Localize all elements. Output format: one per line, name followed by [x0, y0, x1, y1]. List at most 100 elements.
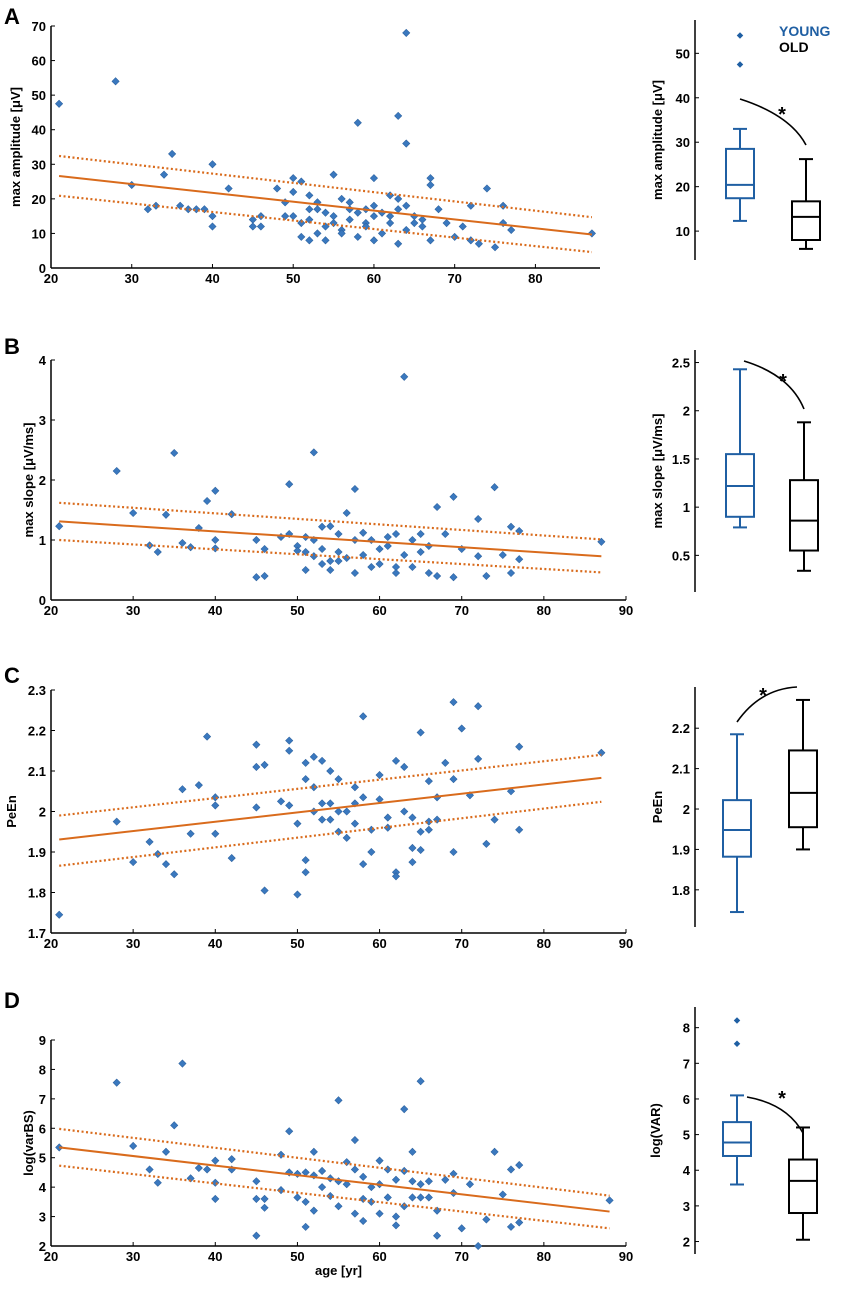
boxplot-panel-A: 10 20 30 40 50 max amplitude [μV] * — [650, 20, 821, 260]
data-point — [211, 535, 220, 545]
data-point — [386, 212, 395, 221]
y-tick-label: 4 — [683, 1163, 691, 1178]
data-point — [408, 535, 417, 545]
data-point — [334, 775, 343, 784]
data-point — [506, 1222, 516, 1231]
y-axis-title: log(VAR) — [648, 1103, 663, 1158]
data-point — [342, 1180, 351, 1189]
y-tick-label: 3 — [39, 1210, 46, 1225]
data-point — [252, 803, 261, 812]
data-point — [211, 793, 220, 802]
data-point — [297, 177, 306, 186]
data-point — [359, 793, 368, 802]
data-point — [337, 194, 346, 203]
data-point — [515, 1218, 524, 1227]
significance-bracket — [743, 360, 805, 410]
y-tick-label: 6 — [39, 1121, 46, 1136]
data-point — [449, 698, 458, 707]
data-point — [391, 872, 401, 881]
x-tick-label: 90 — [619, 1249, 633, 1264]
iqr-box — [788, 749, 818, 829]
data-point — [408, 562, 417, 572]
data-point — [490, 483, 499, 492]
significance-star: * — [779, 371, 787, 393]
y-tick-label: 1.5 — [672, 452, 690, 467]
data-point — [400, 762, 409, 771]
data-point — [145, 837, 154, 846]
data-point — [203, 732, 212, 741]
box-young — [725, 368, 755, 529]
data-point — [426, 174, 435, 183]
data-point — [178, 1059, 187, 1068]
data-point — [293, 546, 302, 555]
y-tick-label: 30 — [676, 135, 690, 150]
scatter-panel-D: D 20 30 40 50 60 70 80 90 2 3 4 5 6 7 8 9 log(varBS) age [… — [4, 988, 633, 1278]
data-point — [465, 1180, 474, 1189]
data-point — [375, 795, 384, 804]
x-tick-label: 40 — [208, 603, 222, 618]
x-tick-label: 80 — [537, 936, 551, 951]
x-tick-label: 30 — [125, 271, 139, 286]
data-point — [416, 1193, 425, 1202]
data-point — [377, 229, 387, 238]
data-point — [394, 205, 403, 214]
data-point — [383, 813, 392, 822]
data-point — [375, 1209, 384, 1218]
y-tick-label: 2.2 — [672, 721, 690, 736]
y-tick-label: 70 — [32, 19, 46, 34]
data-point — [329, 219, 338, 228]
x-axis-title: age [yr] — [315, 1263, 362, 1278]
data-point — [424, 1177, 433, 1186]
data-point — [474, 754, 483, 763]
data-point — [318, 1183, 327, 1192]
data-point — [252, 1177, 261, 1186]
data-point — [260, 544, 269, 554]
data-point — [309, 1206, 318, 1215]
data-point — [482, 571, 491, 581]
data-point — [313, 229, 322, 238]
data-point — [383, 541, 392, 551]
data-point — [353, 232, 362, 241]
data-point — [285, 1127, 294, 1136]
data-point — [474, 702, 483, 711]
data-point — [305, 205, 314, 214]
x-tick-label: 90 — [619, 603, 633, 618]
data-point — [297, 219, 306, 228]
outlier-point — [736, 32, 744, 39]
y-tick-label: 1.9 — [28, 845, 46, 860]
y-axis-title: log(varBS) — [21, 1110, 36, 1176]
data-point — [416, 1180, 425, 1189]
data-point — [112, 466, 121, 476]
data-point — [424, 1193, 433, 1202]
data-point — [313, 205, 322, 214]
data-point — [605, 1196, 614, 1205]
data-point — [326, 556, 335, 566]
y-tick-label: 2 — [683, 802, 690, 817]
data-point — [457, 1224, 466, 1233]
data-point — [369, 174, 378, 183]
data-point — [301, 1222, 310, 1231]
y-tick-label: 1 — [683, 500, 690, 515]
data-point — [293, 890, 302, 899]
data-point — [441, 1175, 450, 1184]
data-point — [449, 775, 458, 784]
data-point — [285, 736, 294, 745]
data-point — [474, 514, 483, 524]
data-point — [326, 522, 335, 531]
data-point — [410, 219, 419, 228]
data-point — [391, 1212, 401, 1221]
scatter-panel-B: B 20 30 40 50 60 70 80 90 0 1 2 3 4 max slope [μV/ms] — [4, 334, 633, 618]
data-point — [449, 492, 458, 501]
data-point — [194, 781, 203, 790]
x-tick-label: 30 — [126, 1249, 140, 1264]
data-point — [305, 191, 314, 200]
legend-young: YOUNG — [779, 23, 830, 39]
boxplot-panel-D: 2 3 4 5 6 7 8 log(VAR) * — [648, 1007, 818, 1254]
x-tick-label: 60 — [372, 1249, 386, 1264]
data-point — [301, 775, 310, 784]
data-point — [334, 529, 343, 539]
data-point — [129, 858, 138, 867]
data-point — [301, 868, 310, 877]
